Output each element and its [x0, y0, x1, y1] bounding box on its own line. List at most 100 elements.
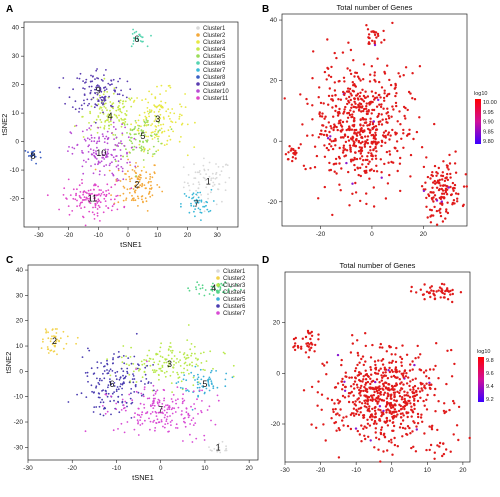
data-point: [413, 98, 417, 101]
cluster-label: 3: [167, 359, 172, 369]
data-point: [153, 136, 156, 139]
data-point: [336, 382, 340, 385]
data-point: [111, 154, 113, 157]
data-point: [353, 132, 356, 135]
data-point: [139, 368, 142, 371]
data-point: [54, 335, 57, 338]
data-point: [354, 151, 357, 154]
data-point: [124, 375, 127, 378]
cluster-label: 3: [155, 114, 160, 124]
data-point: [203, 434, 206, 437]
data-point: [420, 413, 423, 416]
data-point: [199, 173, 202, 176]
data-point: [396, 169, 399, 173]
data-point: [313, 350, 316, 353]
data-point: [373, 371, 377, 375]
data-point: [425, 382, 428, 385]
cluster-label: 1: [206, 176, 211, 186]
data-point: [148, 148, 151, 151]
data-point: [403, 369, 407, 372]
data-point: [136, 367, 139, 370]
data-point: [137, 39, 140, 42]
data-point: [183, 356, 186, 359]
data-point: [356, 363, 359, 367]
data-point: [173, 364, 175, 366]
data-point: [150, 131, 153, 134]
data-point: [143, 386, 146, 388]
data-point: [197, 376, 200, 379]
data-point: [199, 208, 202, 211]
data-point: [138, 146, 141, 149]
data-point: [152, 397, 155, 400]
data-point: [163, 118, 165, 120]
data-point: [211, 449, 213, 452]
data-point: [193, 163, 195, 166]
data-point: [294, 336, 297, 340]
data-point: [355, 157, 359, 161]
data-point: [194, 407, 197, 410]
data-point: [157, 121, 160, 124]
data-point: [71, 152, 74, 155]
data-point: [166, 139, 169, 142]
data-point: [446, 349, 449, 352]
data-point: [116, 178, 119, 180]
data-point: [140, 176, 142, 179]
data-point: [372, 379, 375, 383]
data-point: [462, 185, 466, 188]
data-point: [154, 427, 157, 429]
data-point: [153, 153, 156, 155]
data-point: [371, 343, 374, 347]
data-point: [380, 113, 383, 116]
data-point: [184, 106, 187, 108]
data-point: [333, 170, 336, 173]
data-point: [90, 134, 93, 137]
data-point: [157, 130, 160, 133]
data-point: [122, 192, 125, 195]
data-point: [227, 288, 230, 290]
data-point: [130, 45, 133, 48]
data-point: [128, 175, 131, 178]
data-point: [143, 121, 146, 124]
data-point: [98, 193, 100, 196]
data-point: [388, 138, 391, 141]
colorbar-tick-label: 9.85: [483, 129, 494, 135]
data-point: [356, 351, 359, 355]
data-point: [349, 98, 352, 102]
data-point: [166, 415, 169, 418]
data-point: [96, 361, 99, 363]
data-point: [352, 142, 356, 146]
plot-frame: [281, 13, 468, 227]
data-point: [101, 96, 103, 99]
data-point: [125, 363, 128, 365]
data-point: [141, 376, 144, 379]
data-point: [353, 403, 356, 406]
data-point: [151, 138, 154, 140]
data-point: [148, 115, 151, 118]
panel-letter: A: [6, 4, 13, 15]
data-point: [122, 404, 125, 406]
data-point: [171, 121, 174, 123]
data-point: [122, 155, 124, 158]
data-point: [111, 161, 113, 164]
data-point: [98, 85, 100, 88]
data-point: [370, 418, 374, 421]
data-point: [311, 343, 314, 346]
data-point: [393, 436, 396, 440]
data-point: [122, 407, 125, 410]
data-point: [183, 362, 186, 365]
data-point: [98, 189, 101, 191]
plot-frame: [23, 21, 239, 228]
data-point: [180, 205, 182, 208]
data-point: [103, 141, 106, 144]
data-point: [443, 283, 446, 286]
data-point: [120, 142, 123, 145]
data-point: [205, 387, 208, 390]
data-point: [355, 139, 358, 142]
data-point: [135, 368, 138, 370]
data-point: [143, 124, 146, 127]
data-point: [170, 350, 172, 352]
data-point: [445, 448, 448, 451]
data-point: [142, 40, 144, 43]
data-point: [177, 406, 180, 409]
data-point: [150, 109, 153, 112]
